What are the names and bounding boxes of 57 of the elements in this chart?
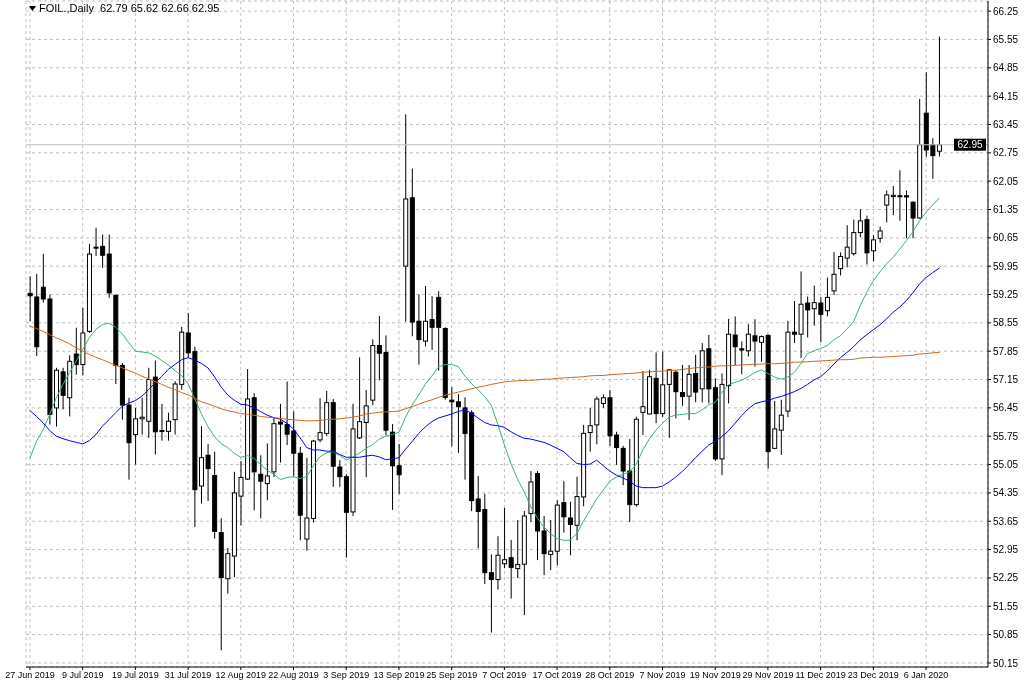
x-tick-label: 25 Sep 2019: [426, 670, 478, 681]
candlestick: [778, 399, 784, 456]
y-tick-label: 54.35: [993, 487, 1019, 499]
y-tick-label: 64.15: [993, 90, 1019, 102]
candlestick: [363, 389, 369, 478]
candlestick: [732, 315, 738, 366]
y-tick-label: 60.65: [993, 232, 1019, 244]
y-tick-label: 62.75: [993, 147, 1019, 159]
y-tick-label: 63.45: [993, 119, 1019, 131]
y-tick-label: 55.75: [993, 430, 1019, 442]
x-tick-label: 22 Aug 2019: [268, 670, 319, 681]
y-tick-label: 62.05: [993, 175, 1019, 187]
y-tick-label: 59.25: [993, 289, 1019, 301]
candlestick: [264, 443, 270, 501]
line-series: [29, 267, 940, 489]
x-tick-label: 9 Jul 2019: [61, 670, 104, 681]
x-tick-label: 12 Aug 2019: [215, 670, 267, 681]
x-tick-label: 13 Sep 2019: [373, 670, 425, 681]
y-tick-label: 65.55: [993, 34, 1019, 46]
y-tick-label: 57.85: [993, 345, 1019, 357]
candlestick: [258, 454, 264, 519]
y-tick-label: 66.25: [993, 5, 1019, 17]
y-tick-label: 52.25: [993, 572, 1019, 584]
x-tick-label: 19 Nov 2019: [689, 670, 741, 681]
x-tick-label: 3 Sep 2019: [323, 670, 370, 681]
chart-title: FOIL.,Daily 62.79 65.62 62.66 62.95: [39, 2, 220, 14]
candlestick: [824, 277, 830, 317]
x-tick-label: 27 Jun 2019: [5, 670, 55, 681]
x-tick-label: 29 Nov 2019: [742, 670, 794, 681]
x-tick-label: 19 Jul 2019: [112, 670, 159, 681]
y-tick-label: 53.65: [993, 515, 1019, 527]
y-tick-label: 50.85: [993, 629, 1019, 641]
y-tick-label: 61.35: [993, 204, 1019, 216]
x-tick-label: 11 Dec 2019: [795, 670, 846, 681]
y-tick-label: 52.95: [993, 544, 1019, 556]
y-tick-label: 64.85: [993, 62, 1019, 74]
y-tick-label: 51.55: [993, 600, 1019, 612]
x-tick-label: 31 Jul 2019: [164, 670, 212, 681]
y-tick-label: 50.15: [993, 657, 1019, 669]
y-tick-label: 57.15: [993, 374, 1019, 386]
line-series: [29, 325, 940, 422]
line-series: [29, 197, 940, 541]
y-tick-label: 55.05: [993, 459, 1019, 471]
y-tick-label: 59.95: [993, 260, 1019, 272]
candlestick: [884, 189, 890, 223]
x-tick-label: 7 Nov 2019: [639, 670, 686, 681]
x-tick-label: 23 Dec 2019: [847, 670, 899, 681]
x-tick-label: 7 Oct 2019: [482, 670, 527, 681]
x-tick-label: 28 Oct 2019: [585, 670, 635, 681]
candlestick: [739, 340, 745, 375]
candlestick: [27, 275, 33, 322]
candlestick: [838, 251, 844, 276]
y-tick-label: 58.55: [993, 317, 1019, 329]
candlestick: [831, 251, 837, 296]
y-tick-label: 56.45: [993, 402, 1019, 414]
x-tick-label: 6 Jan 2020: [903, 670, 949, 681]
x-tick-label: 17 Oct 2019: [532, 670, 582, 681]
